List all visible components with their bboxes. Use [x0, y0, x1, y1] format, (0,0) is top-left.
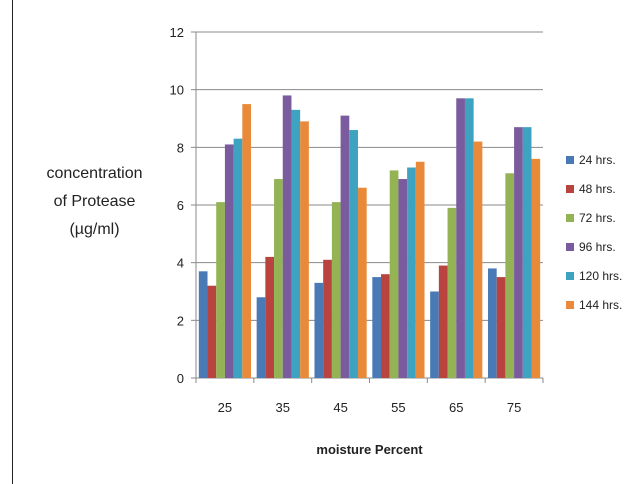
y-tick-label: 4 — [177, 256, 184, 271]
legend-swatch — [566, 243, 574, 251]
y-axis-label: concentration of Protease (µg/ml) — [22, 160, 167, 244]
x-axis-title: moisture Percent — [316, 442, 423, 457]
bar — [291, 109, 301, 378]
bar — [464, 98, 474, 379]
y-tick-label: 8 — [177, 140, 184, 155]
bar — [340, 115, 350, 378]
legend-label: 144 hrs. — [579, 298, 622, 312]
bar — [314, 282, 324, 378]
bar — [487, 268, 497, 378]
bar — [447, 207, 457, 378]
bar — [398, 179, 408, 378]
chart-frame — [12, 0, 633, 484]
legend-label: 120 hrs. — [579, 269, 622, 283]
y-tick-label: 10 — [170, 83, 184, 98]
y-tick-label: 0 — [177, 371, 184, 386]
bar — [514, 127, 523, 379]
bar — [323, 259, 332, 378]
y-axis-label-line-1: concentration — [46, 165, 143, 182]
bar — [256, 297, 266, 378]
legend-label: 24 hrs. — [579, 153, 616, 167]
bar — [531, 158, 541, 378]
legend-swatch — [566, 272, 574, 280]
bar — [274, 179, 283, 378]
bar — [331, 202, 341, 378]
bar — [415, 161, 425, 378]
bar — [242, 104, 252, 378]
bar — [522, 127, 532, 379]
y-tick-label: 12 — [170, 25, 184, 40]
bar — [207, 285, 217, 378]
bar — [233, 138, 243, 378]
legend-swatch — [566, 156, 574, 164]
bar — [265, 256, 275, 378]
bar — [456, 98, 465, 379]
bar — [381, 274, 390, 378]
bar — [473, 141, 483, 378]
bar — [372, 277, 382, 378]
x-tick-label: 25 — [218, 400, 232, 415]
x-tick-label: 65 — [449, 400, 463, 415]
x-tick-label: 35 — [276, 400, 290, 415]
y-axis-label-line-3: (µg/ml) — [69, 221, 120, 238]
legend-swatch — [566, 185, 574, 193]
bar — [357, 187, 367, 378]
legend-label: 96 hrs. — [579, 240, 616, 254]
x-tick-label: 55 — [391, 400, 405, 415]
bar — [505, 173, 515, 378]
bar — [224, 144, 234, 378]
y-axis-label-line-2: of Protease — [53, 193, 136, 210]
x-tick-label: 45 — [333, 400, 347, 415]
x-tick-label: 75 — [507, 400, 521, 415]
bar — [349, 130, 358, 378]
legend-swatch — [566, 301, 574, 309]
bar — [300, 121, 309, 378]
legend-label: 72 hrs. — [579, 211, 616, 225]
bar — [198, 271, 208, 378]
bar — [282, 95, 292, 378]
bar — [438, 265, 448, 378]
legend-swatch — [566, 214, 574, 222]
bar — [407, 167, 416, 378]
bar — [496, 277, 506, 378]
bar — [216, 202, 225, 378]
bar — [389, 170, 399, 378]
bar — [430, 291, 439, 378]
legend-label: 48 hrs. — [579, 182, 616, 196]
y-tick-label: 2 — [177, 313, 184, 328]
y-tick-label: 6 — [177, 198, 184, 213]
